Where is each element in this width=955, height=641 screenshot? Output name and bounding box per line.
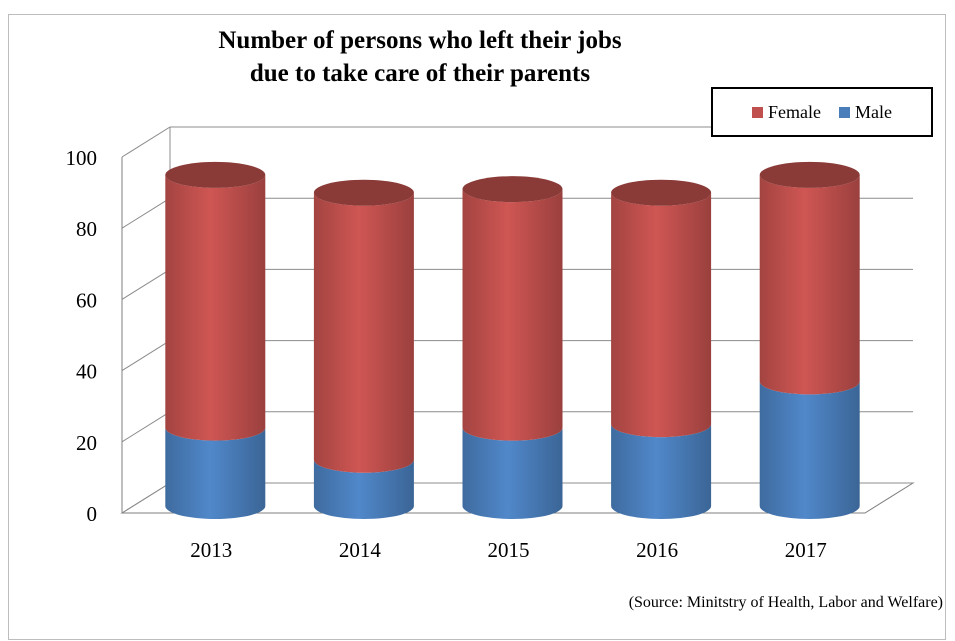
legend-label-male: Male: [855, 101, 892, 122]
y-tick-label: 0: [87, 502, 98, 526]
gridline-side: [121, 268, 171, 300]
legend-swatch-male: [839, 106, 850, 118]
legend-item-female: Female: [752, 102, 821, 123]
x-tick-label: 2016: [636, 538, 678, 562]
bar-female-2015: [462, 189, 563, 441]
chart-legend: Female Male: [711, 87, 933, 137]
x-tick-label: 2015: [488, 538, 530, 562]
y-tick-label: 20: [76, 431, 97, 455]
chart-title-line-1: Number of persons who left their jobs: [218, 27, 622, 54]
chart-title: Number of persons who left their jobs du…: [120, 24, 720, 90]
bar-female-2014: [313, 192, 414, 473]
y-tick-label: 60: [76, 288, 97, 312]
y-tick-label: 100: [66, 146, 98, 170]
bar-top-2016: [611, 179, 712, 206]
bar-top-2014: [313, 179, 414, 206]
x-tick-label: 2014: [339, 538, 382, 562]
bar-male-2014: [313, 459, 414, 519]
chart-title-line-2: due to take care of their parents: [249, 60, 591, 87]
bar-female-2016: [611, 192, 712, 438]
bar-male-2017: [759, 381, 860, 519]
gridline-side: [121, 197, 171, 229]
legend-swatch-female: [752, 106, 764, 118]
x-tick-label: 2013: [190, 538, 232, 562]
gridline-side: [121, 340, 171, 372]
gridline-side: [121, 411, 171, 443]
gridline-side: [121, 126, 171, 158]
legend-item-male: Male: [839, 102, 892, 123]
source-note: (Source: Minitstry of Health, Labor and …: [628, 594, 943, 611]
gridline-side: [121, 482, 171, 514]
x-tick-label: 2017: [785, 538, 827, 562]
bar-top-2013: [165, 161, 266, 188]
bar-male-2015: [462, 427, 563, 519]
legend-label-female: Female: [768, 101, 821, 122]
bar-female-2013: [165, 174, 266, 441]
y-tick-label: 80: [76, 217, 97, 241]
bar-male-2016: [611, 424, 712, 519]
bar-male-2013: [165, 427, 266, 519]
bar-female-2017: [759, 174, 860, 395]
y-tick-label: 40: [76, 360, 97, 384]
bar-top-2017: [759, 161, 860, 188]
bar-top-2015: [462, 176, 563, 203]
